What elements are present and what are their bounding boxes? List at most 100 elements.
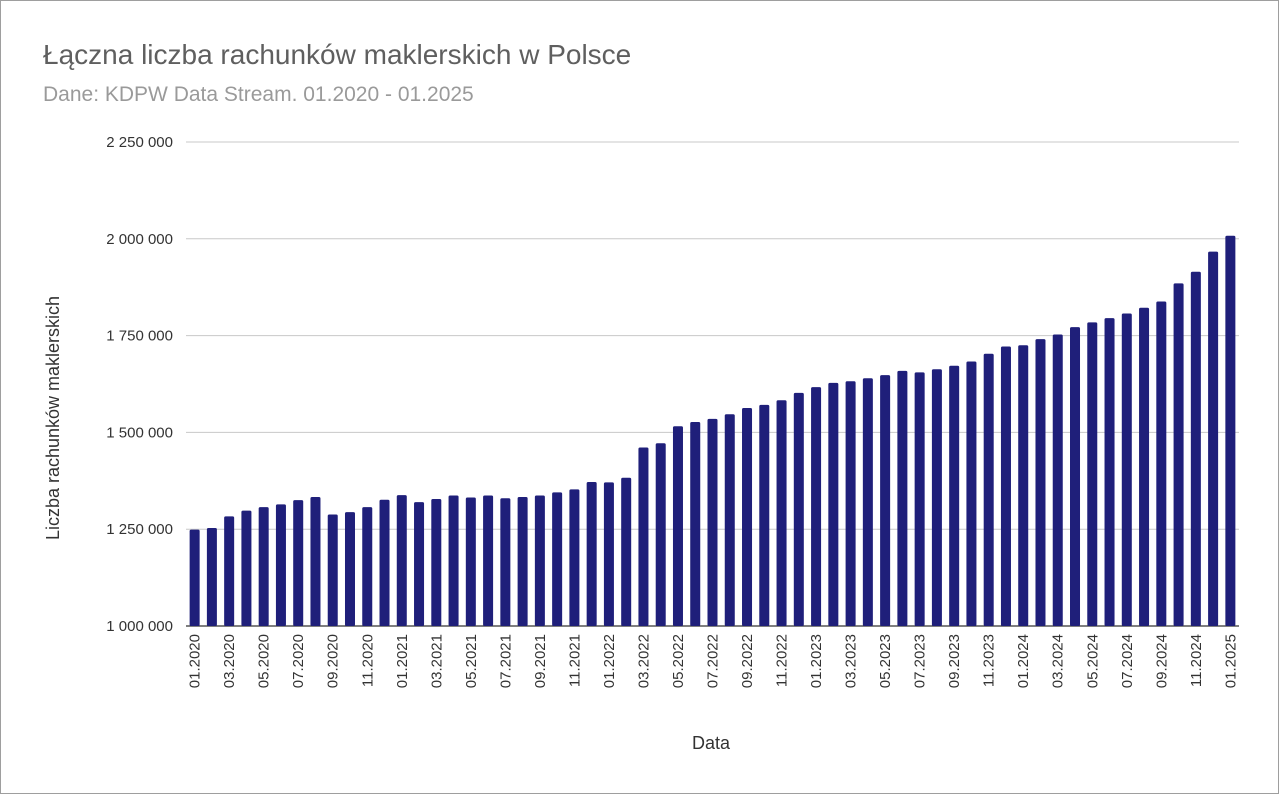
bar-09.2023 [949,365,960,626]
bar-12.2022 [793,392,804,626]
x-tick-label: 11.2024 [1188,634,1205,687]
bar-03.2023 [845,381,856,626]
bar-03.2020 [224,516,235,626]
x-tick-label: 07.2021 [497,634,514,688]
chart-title: Łączna liczba rachunków maklerskich w Po… [43,39,632,70]
bar-01.2024 [1018,345,1029,626]
x-tick-label: 11.2022 [774,634,791,687]
x-tick-label: 07.2023 [912,634,929,688]
bar-10.2022 [759,404,770,626]
bar-07.2020 [293,500,304,626]
x-tick-label: 05.2022 [670,634,687,688]
x-tick-label: 03.2024 [1050,634,1067,688]
bar-06.2020 [275,504,286,626]
y-tick-label: 2 000 000 [106,231,173,248]
bar-02.2020 [206,528,217,626]
bar-04.2022 [655,443,666,626]
x-tick-label: 01.2021 [394,634,411,688]
bar-06.2023 [897,370,908,626]
x-axis-title: Data [692,733,731,753]
bar-07.2024 [1121,313,1132,626]
bar-11.2021 [569,489,580,626]
bars [189,235,1236,626]
x-tick-label: 01.2023 [808,634,825,688]
bar-05.2020 [258,507,269,626]
bar-10.2023 [966,361,977,626]
bar-06.2022 [690,421,701,626]
bar-08.2021 [517,497,528,626]
x-tick-label: 03.2020 [221,634,238,688]
bar-02.2022 [621,477,632,626]
x-tick-label: 01.2022 [601,634,618,688]
x-tick-label: 05.2023 [877,634,894,688]
bar-03.2021 [431,498,442,626]
bar-04.2024 [1070,327,1081,626]
bar-12.2020 [379,499,390,626]
x-tick-label: 09.2024 [1153,634,1170,688]
bar-05.2021 [465,497,476,626]
x-tick-label: 07.2024 [1119,634,1136,688]
x-tick-label: 03.2021 [428,634,445,688]
bar-02.2023 [828,382,839,626]
x-axis-ticks: 01.2020 03.2020 05.2020 07.2020 09.2020 11.20… [187,634,1240,688]
x-tick-label: 11.2023 [981,634,998,687]
bar-03.2024 [1052,334,1063,626]
bar-06.2024 [1104,318,1115,626]
bar-08.2020 [310,497,321,626]
bar-11.2024 [1190,271,1201,626]
bar-04.2023 [862,378,873,626]
bar-12.2021 [586,481,597,626]
x-tick-label: 01.2025 [1222,634,1239,688]
bar-12.2023 [1000,346,1011,626]
y-tick-label: 1 750 000 [106,328,173,345]
bar-03.2022 [638,447,649,626]
bar-11.2020 [362,507,373,626]
x-tick-label: 05.2021 [463,634,480,688]
bar-02.2021 [414,502,425,626]
bar-07.2021 [500,498,511,626]
bar-05.2024 [1087,322,1098,626]
bar-01.2023 [811,387,822,626]
bar-10.2024 [1173,283,1184,626]
bar-04.2020 [241,510,252,626]
bar-01.2025 [1225,235,1236,626]
bar-08.2023 [931,369,942,626]
bar-01.2022 [603,482,614,626]
bar-05.2023 [880,375,891,626]
y-axis-ticks: 1 000 000 1 250 000 1 500 000 1 750 000 2 00… [106,134,173,635]
bar-02.2024 [1035,339,1046,626]
x-tick-label: 05.2024 [1084,634,1101,688]
bar-09.2020 [327,514,338,626]
bar-10.2020 [344,512,355,626]
bar-09.2021 [534,495,545,626]
x-tick-label: 05.2020 [256,634,273,688]
bar-11.2022 [776,400,787,626]
x-tick-label: 03.2023 [843,634,860,688]
x-tick-label: 01.2024 [1015,634,1032,688]
x-tick-label: 09.2021 [532,634,549,688]
bar-07.2022 [707,418,718,626]
x-tick-label: 09.2023 [946,634,963,688]
bar-07.2023 [914,372,925,626]
bar-09.2022 [742,408,753,626]
x-tick-label: 07.2022 [705,634,722,688]
y-tick-label: 2 250 000 [106,134,173,151]
x-tick-label: 11.2021 [566,634,583,687]
y-tick-label: 1 500 000 [106,424,173,441]
bar-01.2020 [189,529,200,626]
bar-09.2024 [1156,301,1167,626]
y-tick-label: 1 000 000 [106,618,173,635]
bar-04.2021 [448,495,459,626]
x-tick-label: 09.2020 [325,634,342,688]
x-tick-label: 07.2020 [290,634,307,688]
y-axis-title: Liczba rachunków maklerskich [43,296,63,540]
bar-06.2021 [483,495,494,626]
x-tick-label: 11.2020 [359,634,376,687]
bar-11.2023 [983,353,994,626]
bar-12.2024 [1208,251,1219,626]
bar-08.2022 [724,414,735,626]
chart-subtitle: Dane: KDPW Data Stream. 01.2020 - 01.202… [43,83,474,106]
bar-08.2024 [1139,307,1150,626]
